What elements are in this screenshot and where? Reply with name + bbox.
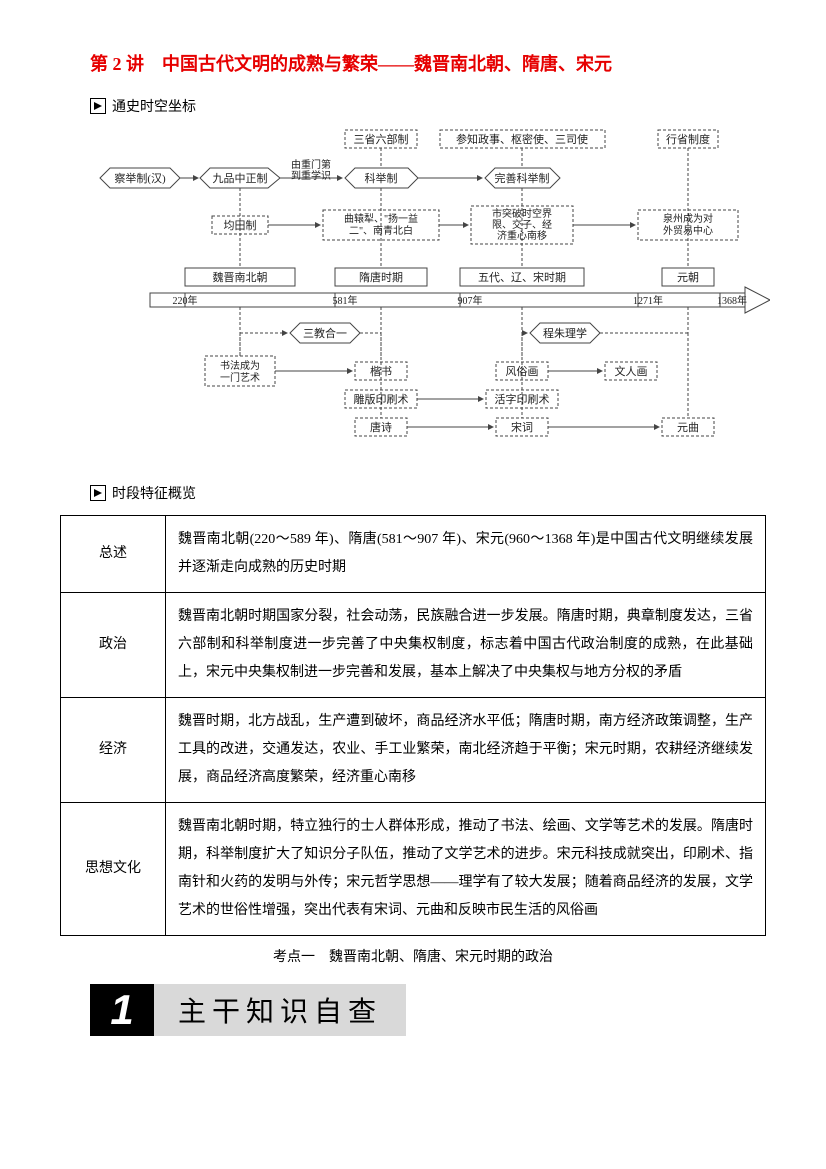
svg-text:元曲: 元曲 — [677, 421, 699, 434]
svg-text:泉州成为对: 泉州成为对 — [663, 212, 713, 225]
svg-text:限、交子、经: 限、交子、经 — [492, 218, 552, 231]
svg-text:581年: 581年 — [333, 294, 358, 307]
svg-text:完善科举制: 完善科举制 — [495, 171, 550, 185]
section-banner: 1 主干知识自查 — [90, 984, 766, 1036]
svg-text:隋唐时期: 隋唐时期 — [359, 270, 403, 284]
table-row: 政治 魏晋南北朝时期国家分裂，社会动荡，民族融合进一步发展。隋唐时期，典章制度发… — [61, 593, 766, 698]
timeline-periods: 魏晋南北朝 隋唐时期 五代、辽、宋时期 元朝 — [185, 268, 714, 286]
svg-text:三省六部制: 三省六部制 — [354, 132, 409, 146]
row-label: 总述 — [61, 516, 166, 593]
section-marker-1: 通史时空坐标 — [90, 96, 766, 116]
row-text: 魏晋南北朝时期，特立独行的士人群体形成，推动了书法、绘画、文学等艺术的发展。隋唐… — [166, 803, 766, 936]
svg-text:宋词: 宋词 — [511, 420, 533, 434]
row-label: 经济 — [61, 698, 166, 803]
table-row: 经济 魏晋时期，北方战乱，生产遭到破坏，商品经济水平低；隋唐时期，南方经济政策调… — [61, 698, 766, 803]
svg-text:文人画: 文人画 — [615, 364, 648, 378]
land-row: 均田制 曲辕犁、"扬一益 二"、南青北白 市突破时空界 限、交子、经 济重心南移… — [212, 206, 738, 244]
culture-r1: 书法成为 一门艺术 楷书 风俗画 文人画 — [205, 356, 657, 386]
svg-text:科举制: 科举制 — [365, 171, 398, 185]
svg-text:魏晋南北朝: 魏晋南北朝 — [213, 270, 268, 284]
flowchart-diagram: 三省六部制 参知政事、枢密使、三司使 行省制度 察举制(汉) 九品中正制 由重门… — [90, 128, 766, 463]
svg-text:三教合一: 三教合一 — [303, 326, 347, 340]
svg-text:1368年: 1368年 — [717, 294, 747, 307]
table-row: 思想文化 魏晋南北朝时期，特立独行的士人群体形成，推动了书法、绘画、文学等艺术的… — [61, 803, 766, 936]
play-icon — [90, 485, 106, 501]
svg-text:参知政事、枢密使、三司使: 参知政事、枢密使、三司使 — [456, 132, 588, 146]
row-label: 思想文化 — [61, 803, 166, 936]
svg-text:九品中正制: 九品中正制 — [213, 172, 268, 185]
section-1-label: 通史时空坐标 — [112, 96, 196, 116]
svg-text:外贸易中心: 外贸易中心 — [663, 224, 713, 237]
svg-text:风俗画: 风俗画 — [506, 365, 539, 378]
svg-text:由重门第: 由重门第 — [291, 158, 331, 171]
table-row: 总述 魏晋南北朝(220～589 年)、隋唐(581～907 年)、宋元(960… — [61, 516, 766, 593]
svg-text:济重心南移: 济重心南移 — [497, 229, 547, 242]
culture-r3: 唐诗 宋词 元曲 — [355, 418, 714, 436]
svg-text:行省制度: 行省制度 — [666, 132, 710, 146]
page-title: 第 2 讲 中国古代文明的成熟与繁荣——魏晋南北朝、隋唐、宋元 — [90, 50, 766, 76]
svg-text:程朱理学: 程朱理学 — [543, 326, 587, 340]
svg-text:书法成为: 书法成为 — [220, 359, 260, 372]
banner-number: 1 — [90, 984, 154, 1036]
svg-text:察举制(汉): 察举制(汉) — [114, 171, 166, 185]
svg-text:活字印刷术: 活字印刷术 — [495, 392, 550, 406]
row-text: 魏晋时期，北方战乱，生产遭到破坏，商品经济水平低；隋唐时期，南方经济政策调整，生… — [166, 698, 766, 803]
section-marker-2: 时段特征概览 — [90, 483, 766, 503]
svg-text:到重学识: 到重学识 — [291, 169, 331, 182]
row-text: 魏晋南北朝(220～589 年)、隋唐(581～907 年)、宋元(960～13… — [166, 516, 766, 593]
svg-text:楷书: 楷书 — [370, 364, 392, 378]
svg-text:曲辕犁、"扬一益: 曲辕犁、"扬一益 — [344, 212, 418, 225]
row-label: 政治 — [61, 593, 166, 698]
svg-text:一门艺术: 一门艺术 — [220, 371, 260, 384]
svg-text:均田制: 均田制 — [224, 219, 257, 232]
svg-text:二"、南青北白: 二"、南青北白 — [349, 224, 413, 237]
svg-text:唐诗: 唐诗 — [370, 420, 392, 434]
svg-text:1271年: 1271年 — [633, 294, 663, 307]
section-2-label: 时段特征概览 — [112, 483, 196, 503]
row-text: 魏晋南北朝时期国家分裂，社会动荡，民族融合进一步发展。隋唐时期，典章制度发达，三… — [166, 593, 766, 698]
subtitle: 考点一 魏晋南北朝、隋唐、宋元时期的政治 — [60, 946, 766, 966]
svg-text:元朝: 元朝 — [677, 271, 699, 284]
svg-text:雕版印刷术: 雕版印刷术 — [354, 392, 409, 406]
top-row: 三省六部制 参知政事、枢密使、三司使 行省制度 — [345, 130, 718, 148]
timeline-arrow: 220年 581年 907年 1271年 1368年 — [150, 287, 770, 313]
exam-row: 察举制(汉) 九品中正制 由重门第 到重学识 科举制 完善科举制 — [100, 158, 560, 188]
culture-r2: 雕版印刷术 活字印刷术 — [345, 390, 558, 408]
svg-text:907年: 907年 — [458, 294, 483, 307]
banner-text: 主干知识自查 — [154, 984, 406, 1036]
svg-text:五代、辽、宋时期: 五代、辽、宋时期 — [478, 270, 566, 284]
svg-text:220年: 220年 — [173, 294, 198, 307]
play-icon — [90, 98, 106, 114]
svg-text:市突破时空界: 市突破时空界 — [492, 207, 552, 220]
overview-table: 总述 魏晋南北朝(220～589 年)、隋唐(581～907 年)、宋元(960… — [60, 515, 766, 936]
